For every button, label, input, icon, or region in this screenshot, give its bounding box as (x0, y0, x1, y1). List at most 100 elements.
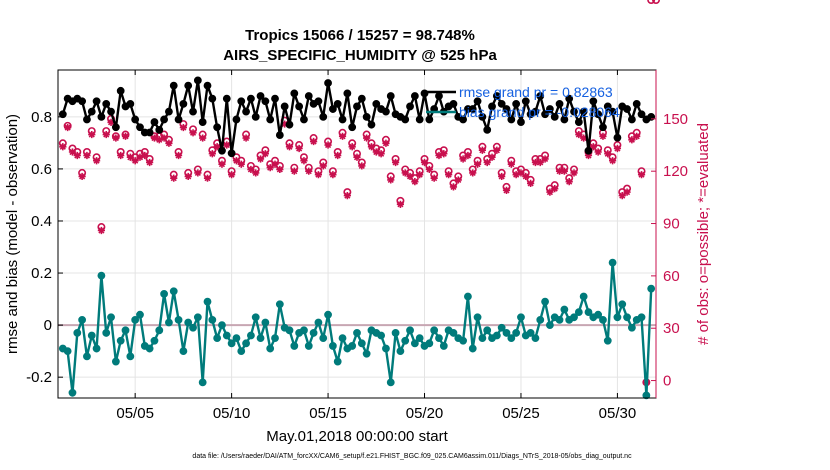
rmse-point-0 (58, 110, 67, 119)
rmse-point-73 (410, 92, 419, 100)
obs-evaluated-point-58 (338, 132, 347, 140)
bias-point-8 (97, 271, 106, 280)
rmse-point-89 (488, 102, 496, 111)
bias-point-87 (478, 334, 487, 343)
bias-point-23 (169, 287, 178, 296)
bias-point-19 (150, 336, 159, 345)
rmse-point-61 (353, 102, 361, 111)
rmse-point-113 (603, 102, 612, 111)
bias-point-77 (430, 326, 439, 335)
bias-point-54 (319, 334, 328, 343)
rmse-point-26 (184, 81, 193, 90)
y-tick-label-4: 0.6 (31, 161, 52, 178)
bias-point-10 (107, 313, 115, 322)
bias-point-30 (203, 297, 212, 306)
obs-evaluated-point-43 (266, 164, 274, 172)
obs-evaluated-point-99 (536, 158, 544, 167)
rmse-point-108 (579, 107, 588, 116)
rmse-point-118 (627, 115, 636, 124)
y-tick-label-1: 0 (44, 317, 52, 334)
rmse-point-114 (608, 107, 617, 116)
rmse-point-119 (632, 99, 641, 108)
rmse-point-53 (314, 97, 323, 106)
bias-point-68 (386, 378, 395, 387)
rmse-point-16 (136, 123, 144, 132)
bias-point-38 (242, 339, 250, 348)
rmse-point-44 (271, 94, 279, 103)
rmse-point-24 (174, 115, 183, 124)
obs-evaluated-point-97 (527, 179, 535, 188)
rmse-point-91 (497, 99, 506, 108)
right-tick-label-4: 120 (663, 163, 688, 180)
rmse-point-29 (198, 118, 207, 126)
obs-evaluated-point-38 (242, 134, 250, 142)
rmse-point-60 (348, 123, 357, 132)
obs-evaluated-point-94 (512, 171, 520, 179)
bias-point-90 (492, 331, 501, 340)
obs-evaluated-point-76 (425, 165, 433, 174)
bias-point-18 (145, 344, 154, 353)
obs-evaluated-point-56 (329, 171, 337, 179)
rmse-point-57 (333, 99, 342, 108)
obs-evaluated-point-66 (377, 150, 385, 158)
obs-evaluated-point-95 (517, 169, 525, 177)
bias-point-63 (362, 349, 371, 358)
obs-evaluated-point-22 (165, 139, 173, 147)
obs-evaluated-point-90 (493, 146, 501, 154)
rmse-point-39 (247, 94, 255, 103)
obs-evaluated-point-14 (126, 153, 134, 161)
rmse-point-78 (435, 92, 443, 100)
x-tick-label-2: 05/15 (309, 405, 347, 422)
rmse-point-112 (599, 123, 607, 132)
rmse-point-76 (425, 115, 434, 124)
bias-point-85 (468, 344, 477, 353)
obs-evaluated-point-68 (387, 176, 395, 184)
obs-possible-point-123 (652, 0, 660, 4)
x-tick-label-4: 05/25 (502, 405, 540, 422)
obs-evaluated-point-12 (117, 151, 125, 160)
rmse-point-51 (304, 92, 313, 100)
obs-evaluated-point-93 (507, 160, 515, 168)
bias-point-72 (406, 326, 414, 335)
obs-evaluated-point-52 (309, 137, 318, 146)
bias-point-103 (555, 316, 564, 324)
rmse-point-22 (165, 107, 173, 116)
rmse-point-49 (295, 102, 304, 111)
rmse-point-20 (155, 125, 164, 134)
x-tick-label-0: 05/05 (116, 405, 154, 422)
bias-point-104 (560, 305, 569, 314)
obs-evaluated-point-19 (150, 134, 159, 142)
bias-point-97 (526, 329, 535, 337)
bias-point-61 (353, 329, 361, 337)
obs-evaluated-point-104 (560, 167, 568, 175)
y-tick-label-3: 0.4 (31, 213, 52, 230)
obs-evaluated-point-48 (290, 167, 298, 175)
rmse-point-90 (492, 92, 501, 100)
bias-point-67 (382, 344, 390, 353)
obs-evaluated-point-15 (131, 157, 139, 165)
rmse-point-38 (242, 107, 250, 116)
bias-point-35 (227, 339, 236, 348)
obs-evaluated-point-36 (232, 157, 241, 165)
obs-evaluated-point-98 (531, 158, 540, 167)
rmse-point-11 (111, 123, 120, 132)
rmse-point-95 (517, 118, 525, 126)
obs-evaluated-point-116 (618, 192, 626, 200)
bias-point-91 (497, 323, 506, 332)
legend-bias-label: bias grand pr = -0.028064 (459, 104, 620, 120)
bias-point-20 (155, 326, 164, 335)
x-axis-label: May.01,2018 00:00:00 start (266, 428, 448, 445)
rmse-point-23 (169, 81, 178, 90)
rmse-point-32 (213, 123, 222, 132)
rmse-point-37 (237, 97, 246, 106)
bias-point-117 (623, 313, 631, 322)
rmse-point-83 (459, 115, 467, 124)
obs-evaluated-point-32 (213, 143, 221, 151)
rmse-point-5 (83, 115, 91, 124)
bias-point-66 (377, 331, 386, 340)
bias-point-51 (304, 342, 313, 350)
obs-evaluated-point-30 (203, 174, 212, 182)
obs-evaluated-point-46 (281, 120, 289, 128)
bias-point-50 (300, 326, 308, 335)
rmse-point-40 (251, 112, 260, 121)
